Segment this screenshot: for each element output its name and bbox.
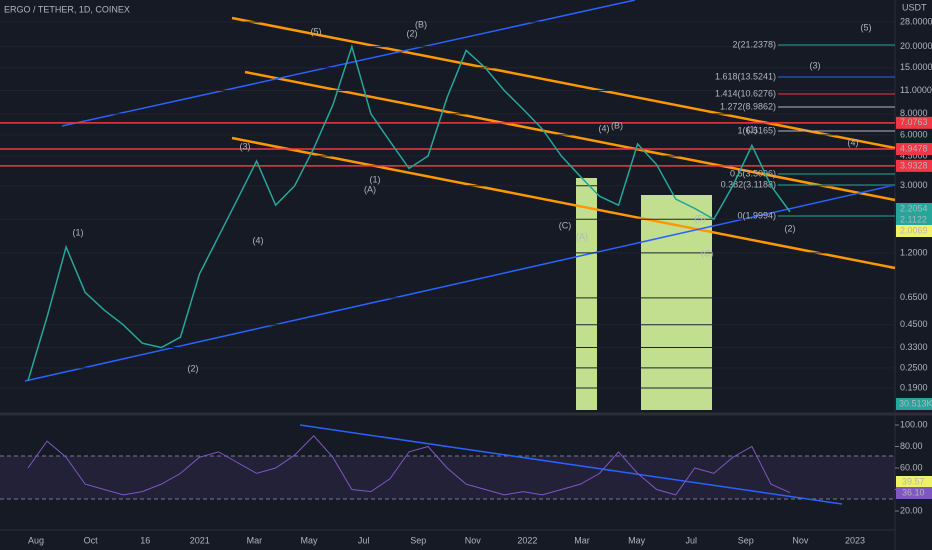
price-tag-label: 3.9328: [900, 160, 928, 170]
y-tick-label: 3.0000: [900, 180, 928, 190]
fib-label: 1.618(13.5241): [715, 71, 776, 81]
rsi-tick-label: 80.00: [900, 441, 923, 451]
fib-label: 1.414(10.6276): [715, 88, 776, 98]
y-tick-label: 8.0000: [900, 108, 928, 118]
y-tick-label: 0.2500: [900, 362, 928, 372]
x-tick-label: 16: [140, 535, 150, 545]
x-tick-label: 2021: [190, 535, 210, 545]
fib-label: 0(1.9994): [737, 210, 776, 220]
chart-title: ERGO / TETHER, 1D, COINEX: [4, 4, 130, 14]
rsi-tag: [896, 476, 932, 488]
price-line: [27, 44, 791, 381]
rsi-tick-label: 60.00: [900, 462, 923, 472]
fib-label: 0.382(3.1188): [721, 179, 776, 189]
wave-label: (1): [370, 174, 381, 184]
x-tick-label: Oct: [84, 535, 99, 545]
y-tick-label: 4.5000: [900, 150, 928, 160]
x-tick-label: Mar: [247, 535, 263, 545]
wave-label: (A): [576, 231, 588, 241]
price-tag: [896, 225, 932, 237]
rsi-tick-label: 100.00: [900, 419, 928, 429]
highlight-box: [576, 178, 597, 410]
price-tag-label: 2.0069: [900, 225, 928, 235]
x-tick-label: Nov: [465, 535, 482, 545]
wave-label: (C): [701, 248, 714, 258]
rsi-line: [27, 435, 791, 496]
y-tick-label: 20.0000: [900, 41, 932, 51]
y-tick-label: 1.2000: [900, 247, 928, 257]
wave-label: (B): [611, 120, 623, 130]
wave-label: (5): [861, 22, 872, 32]
x-tick-label: Nov: [792, 535, 809, 545]
price-tag: [896, 116, 932, 129]
price-tag-label: 2.1122: [900, 214, 927, 224]
volume-tag: [896, 398, 932, 410]
y-tick-label: 0.6500: [900, 292, 928, 302]
rsi-tag-label: 36.10: [902, 487, 925, 497]
x-tick-label: Mar: [574, 535, 590, 545]
x-tick-label: 2023: [845, 535, 865, 545]
wave-label: (5): [695, 213, 706, 223]
rsi-band: [0, 456, 895, 499]
rsi-tick-label: 20.00: [900, 505, 923, 515]
wave-label: (B): [415, 19, 427, 29]
wave-label: (1): [73, 227, 84, 237]
x-tick-label: Jul: [685, 535, 697, 545]
x-tick-label: May: [300, 535, 318, 545]
x-tick-label: Aug: [28, 535, 44, 545]
wave-label: (4): [253, 235, 264, 245]
wave-label: (3): [240, 141, 251, 151]
x-tick-label: 2022: [517, 535, 537, 545]
price-tag-label: 7.0763: [900, 117, 928, 127]
fib-label: 1(6.5165): [737, 125, 776, 135]
y-tick-label: 11.0000: [900, 85, 932, 95]
wave-label: (4): [848, 137, 859, 147]
x-tick-label: Jul: [358, 535, 370, 545]
price-tag: [896, 159, 932, 172]
price-tag: [896, 203, 932, 215]
wave-label: (C): [559, 220, 572, 230]
x-tick-label: May: [628, 535, 646, 545]
highlight-box: [641, 195, 712, 410]
y-tick-label: 0.3300: [900, 342, 928, 352]
price-tag: [896, 143, 932, 156]
y-unit: USDT: [902, 2, 927, 12]
x-tick-label: Sep: [410, 535, 426, 545]
wave-label: (A): [364, 184, 376, 194]
volume-label: 30.513K: [899, 398, 932, 408]
wave-label: (3): [810, 60, 821, 70]
y-tick-label: 0.1900: [900, 382, 928, 392]
price-tag-label: 2.2054: [900, 203, 928, 213]
price-tag-label: 4.9478: [900, 143, 928, 153]
x-tick-label: Sep: [738, 535, 754, 545]
y-tick-label: 28.0000: [900, 16, 932, 26]
wave-label: (2): [188, 363, 199, 373]
y-tick-label: 15.0000: [900, 62, 932, 72]
wave-label: (2): [785, 223, 796, 233]
wave-label: (5): [311, 26, 322, 36]
y-tick-label: 6.0000: [900, 129, 928, 139]
fib-label: 1.272(8.9862): [720, 101, 776, 111]
price-tag: [896, 214, 932, 226]
rsi-tag: [896, 487, 932, 499]
rsi-tag-label: 39.57: [902, 476, 925, 486]
wave-label: (4): [599, 123, 610, 133]
trendlines: [24, 0, 896, 505]
wave-label: (2): [407, 28, 418, 38]
fib-label: 0.5(3.5096): [730, 168, 776, 178]
fib-label: 2(21.2378): [732, 39, 776, 49]
wave-label: (1): [747, 124, 758, 134]
y-tick-label: 0.4500: [900, 319, 928, 329]
